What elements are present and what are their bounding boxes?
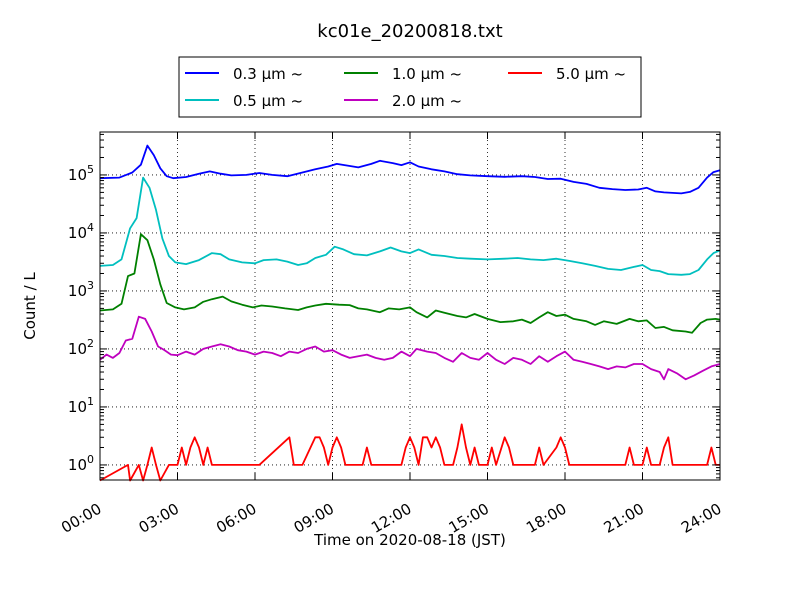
- series-line-5: [99, 423, 720, 482]
- x-tick-label: 06:00: [213, 500, 259, 537]
- y-tick-label: 102: [68, 337, 94, 358]
- legend-label: 2.0 μm ~: [392, 92, 462, 110]
- axes: 00:00 03:00 06:00 09:00 12:00 15:00 18:00 21:00…: [58, 131, 725, 537]
- x-tick-label: 03:00: [136, 500, 182, 537]
- series-line-3: [99, 233, 721, 334]
- y-tick-label: 103: [68, 279, 94, 300]
- chart-title: kc01e_20200818.txt: [317, 21, 502, 42]
- legend-label: 1.0 μm ~: [392, 65, 462, 83]
- x-tick-label: 21:00: [601, 500, 647, 537]
- legend-label: 0.5 μm ~: [233, 92, 303, 110]
- x-tick-label: 24:00: [678, 500, 724, 537]
- legend: 0.3 μm ~ 0.5 μm ~ 1.0 μm ~ 2.0 μm ~ 5.0 μm ~: [178, 56, 642, 118]
- plot-frame: [99, 131, 721, 481]
- series-layer: [99, 144, 721, 482]
- series-line-1: [99, 144, 721, 195]
- x-tick-label: 00:00: [58, 500, 104, 537]
- legend-label: 5.0 μm ~: [556, 65, 626, 83]
- legend-box: [178, 56, 642, 118]
- y-tick-label: 101: [68, 395, 94, 416]
- y-tick-label: 100: [68, 453, 94, 474]
- legend-label: 0.3 μm ~: [233, 65, 303, 83]
- x-axis-label: Time on 2020-08-18 (JST): [313, 531, 506, 549]
- series-line-2: [99, 176, 721, 276]
- y-tick-label: 104: [68, 221, 94, 242]
- series-line-4: [99, 315, 721, 381]
- x-tick-label: 18:00: [523, 500, 569, 537]
- grid: [99, 132, 721, 480]
- y-axis-label: Count / L: [21, 272, 39, 340]
- y-tick-label: 105: [68, 163, 94, 184]
